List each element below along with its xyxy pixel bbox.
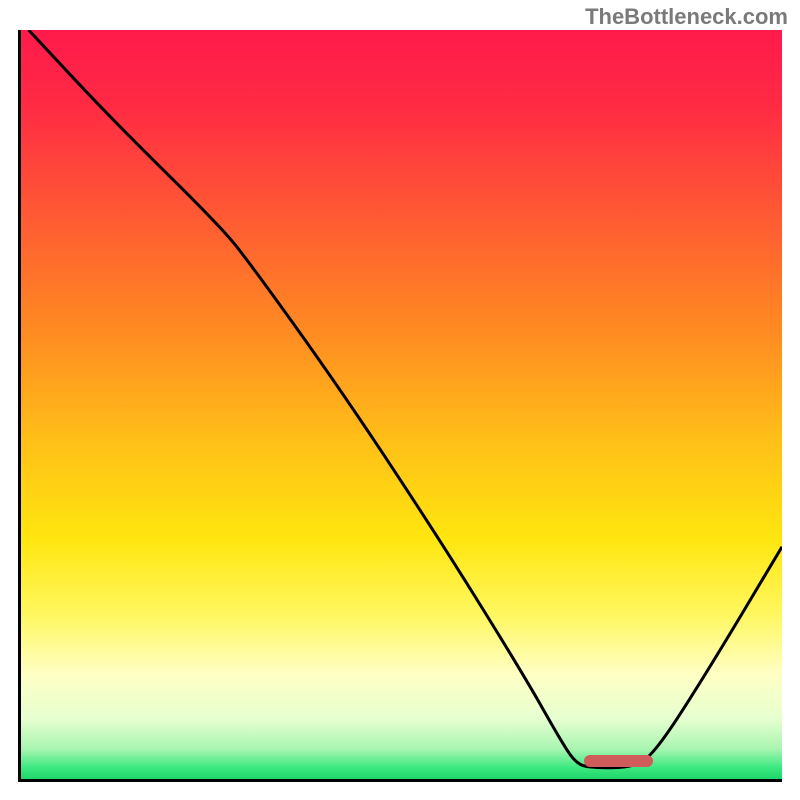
plot-area <box>18 30 782 782</box>
curve-line <box>21 30 782 779</box>
watermark-text: TheBottleneck.com <box>585 4 788 30</box>
bottleneck-marker <box>584 755 652 768</box>
chart-container: TheBottleneck.com <box>0 0 800 800</box>
